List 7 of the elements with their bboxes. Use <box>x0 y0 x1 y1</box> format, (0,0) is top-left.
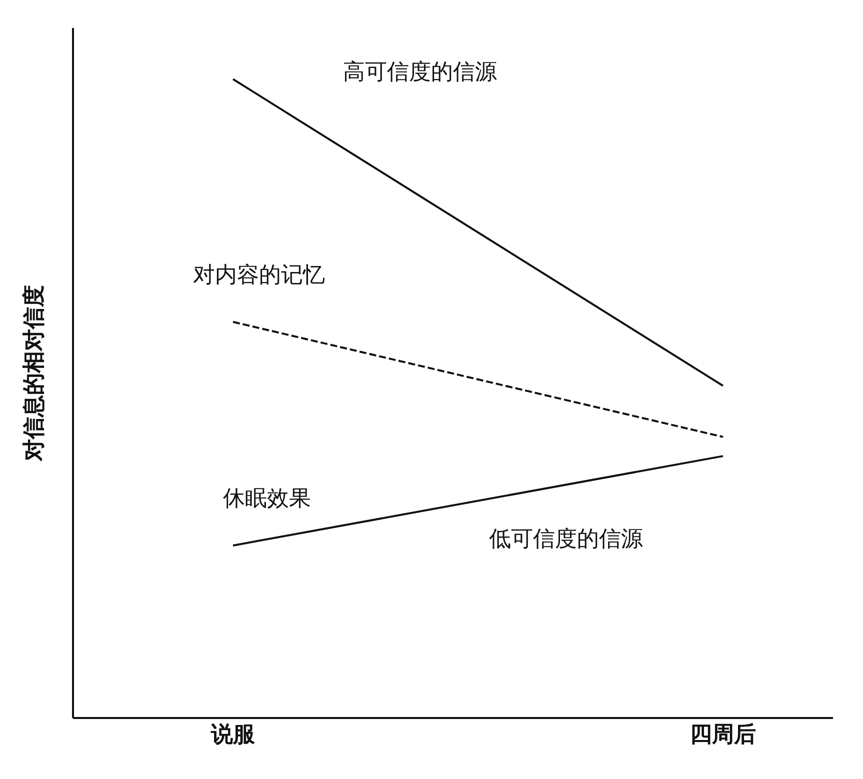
x-tick-label: 说服 <box>210 722 256 748</box>
x-tick-label: 四周后 <box>690 722 756 748</box>
text: 高可信度的信源 <box>343 60 497 86</box>
annotation: 休眠效果 <box>223 486 311 512</box>
series-label: 低可信度的信源 <box>489 527 643 552</box>
y-axis-title: 对信息的相对信度 <box>20 285 47 462</box>
text: 对内容的记忆 <box>193 262 325 288</box>
